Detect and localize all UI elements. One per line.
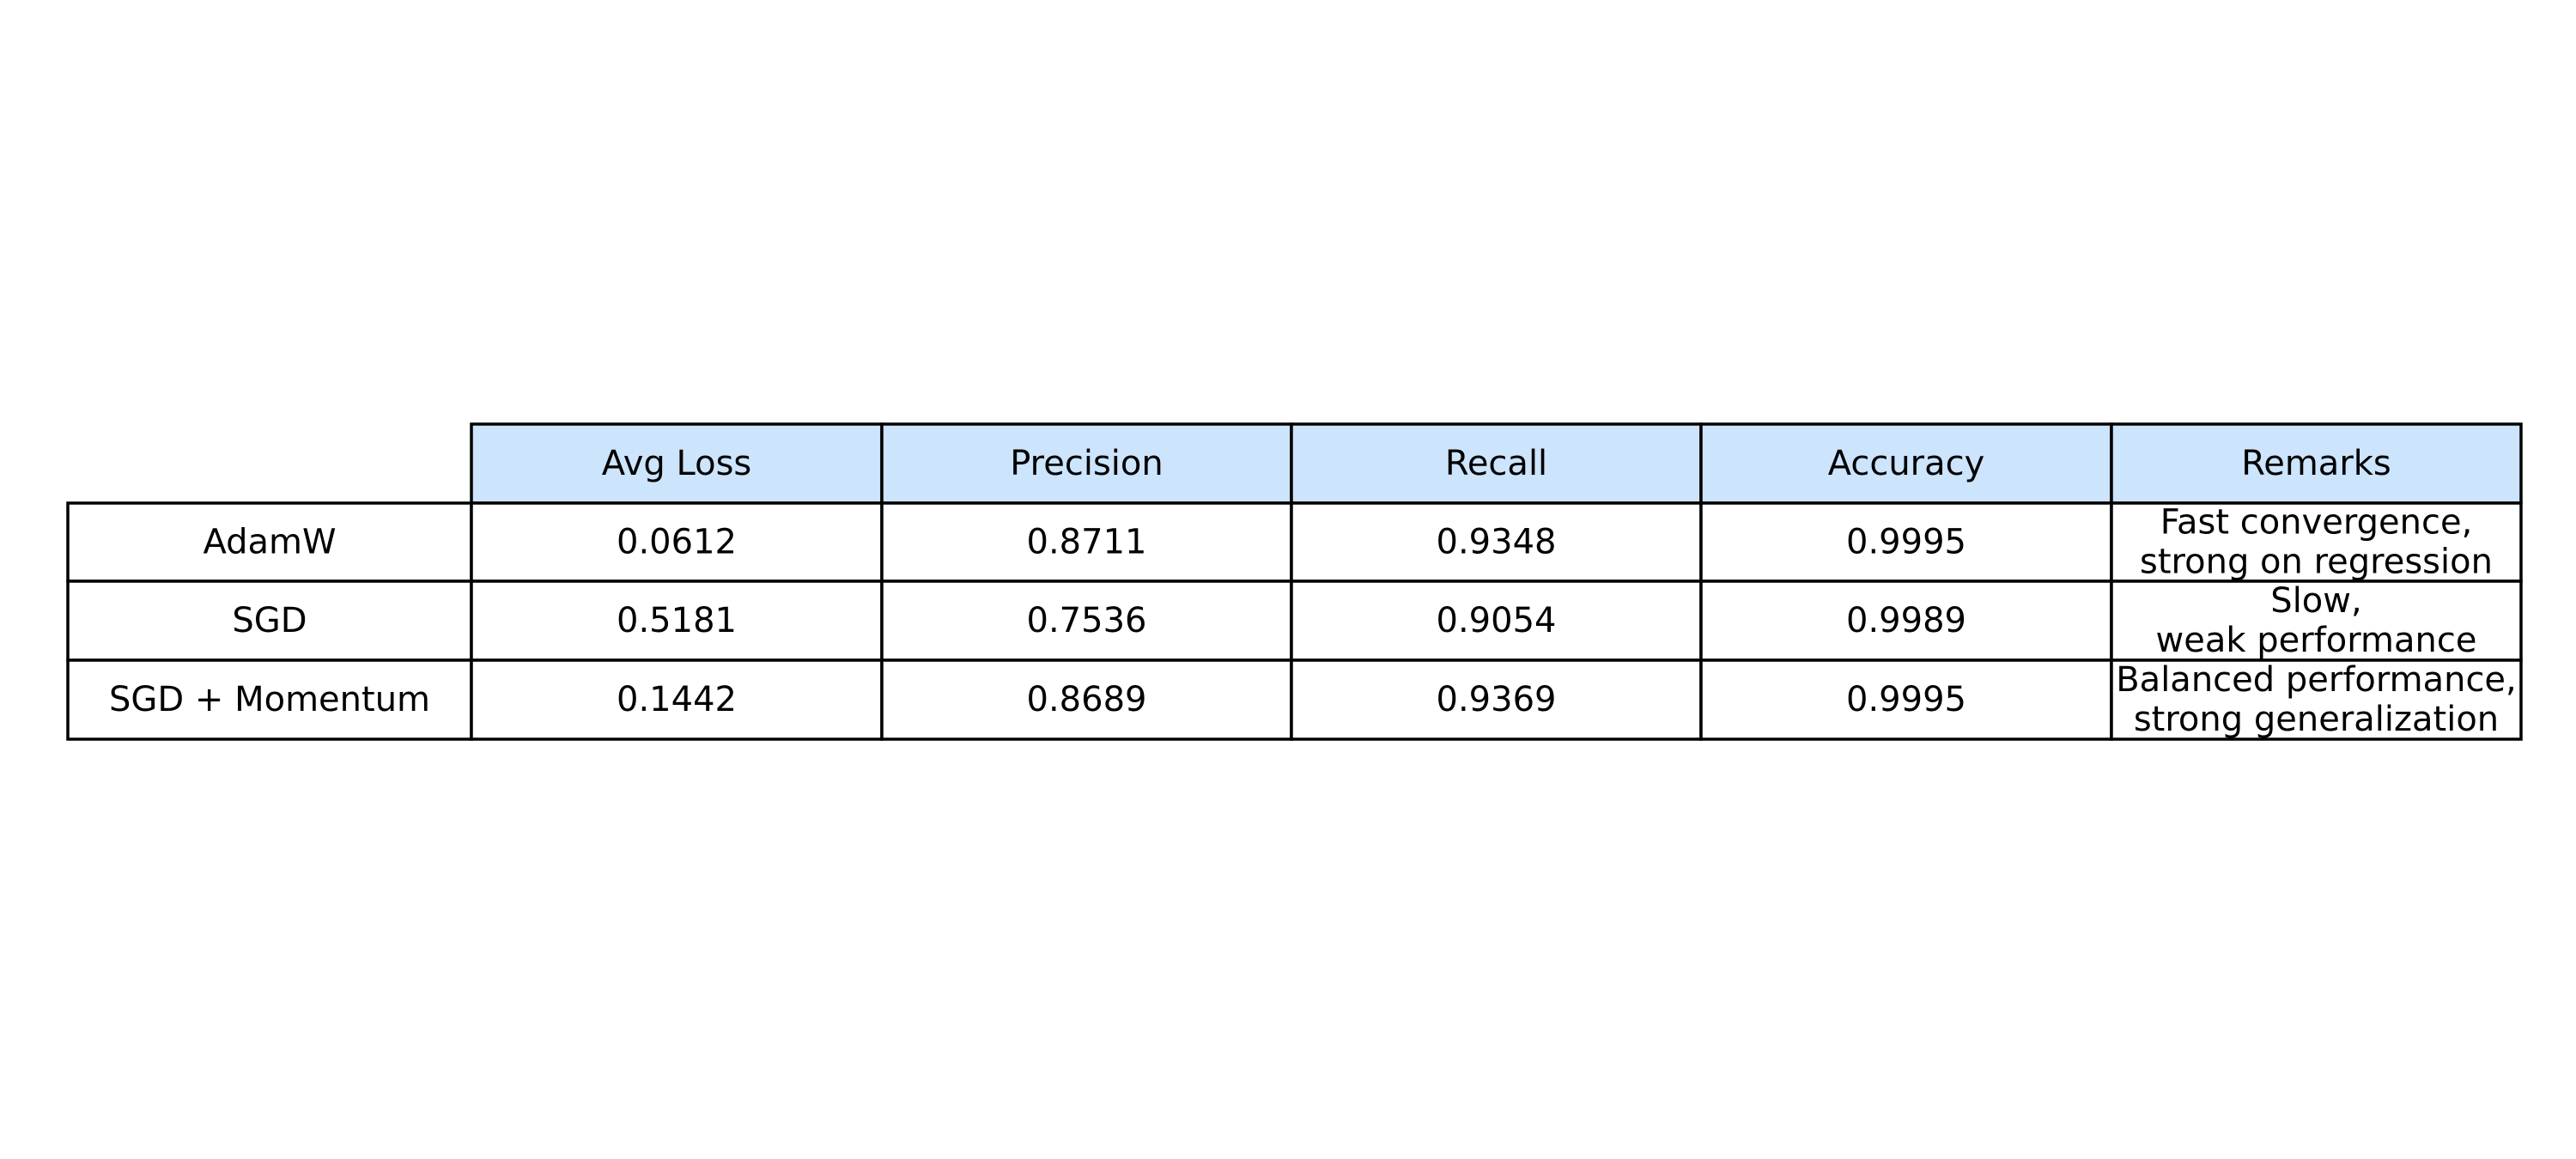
table-cell-recall — [1290, 658, 1703, 741]
column-header-accuracy: Accuracy — [1828, 444, 1985, 483]
column-header-remarks: Remarks — [2241, 444, 2391, 483]
cell-value-precision: 0.8689 — [1027, 680, 1147, 719]
row-label: SGD + Momentum — [109, 680, 430, 719]
table-cell-remarks — [2110, 658, 2523, 741]
column-header-recall: Recall — [1445, 444, 1547, 483]
cell-value-recall: 0.9054 — [1437, 601, 1557, 640]
cell-value-accuracy: 0.9995 — [1846, 680, 1966, 719]
header-cell-precision — [880, 422, 1293, 505]
column-header-avg-loss: Avg Loss — [602, 444, 752, 483]
cell-value-avg-loss: 0.5181 — [617, 601, 737, 640]
row-label: SGD — [232, 601, 307, 640]
header-cell-avg-loss — [470, 422, 884, 505]
cell-value-remarks: Fast convergence, strong on regression — [2140, 503, 2493, 582]
cell-value-avg-loss: 0.1442 — [617, 680, 737, 719]
cell-value-remarks: Balanced performance, strong generalizati… — [2116, 660, 2517, 739]
cell-value-precision: 0.8711 — [1027, 523, 1147, 562]
table-cell-accuracy — [1699, 501, 2113, 583]
cell-value-recall: 0.9348 — [1437, 523, 1557, 562]
cell-value-accuracy: 0.9989 — [1846, 601, 1966, 640]
cell-value-avg-loss: 0.0612 — [617, 523, 737, 562]
table-cell-row-label — [66, 580, 473, 662]
cell-value-accuracy: 0.9995 — [1846, 523, 1966, 562]
table-cell-remarks — [2110, 501, 2523, 583]
column-header-precision: Precision — [1010, 444, 1163, 483]
table-cell-row-label — [66, 501, 473, 583]
table-cell-precision — [880, 580, 1293, 662]
cell-value-remarks: Slow, weak performance — [2156, 581, 2477, 660]
row-label: AdamW — [203, 523, 336, 562]
table-cell-remarks — [2110, 580, 2523, 662]
table-cell-row-label — [66, 658, 473, 741]
table-cell-accuracy — [1699, 580, 2113, 662]
cell-value-precision: 0.7536 — [1027, 601, 1147, 640]
cell-value-recall: 0.9369 — [1437, 680, 1557, 719]
table-cell-precision — [880, 501, 1293, 583]
